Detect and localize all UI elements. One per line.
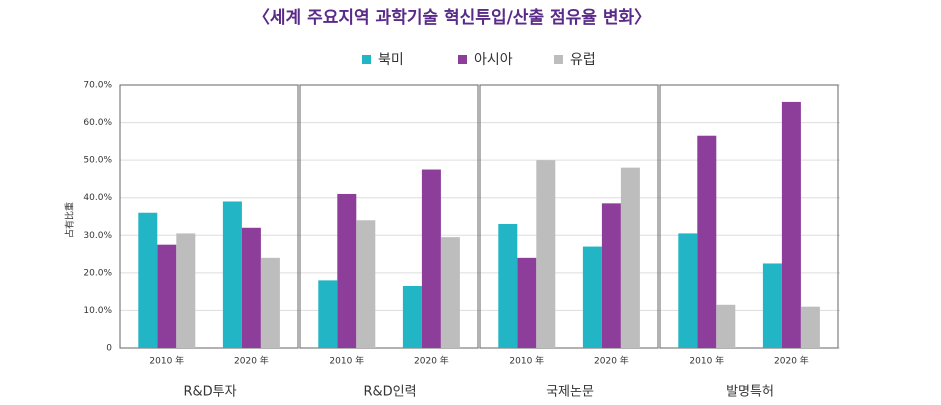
legend-label: 유럽 [570, 52, 596, 68]
bar [241, 227, 261, 348]
panel-frame [479, 84, 659, 349]
bar [800, 306, 820, 348]
y-tick-label: 70.0% [83, 81, 112, 91]
panel-frame [659, 84, 839, 349]
panel-title: R&D인력 [363, 385, 416, 400]
bar [157, 244, 177, 348]
y-tick-label: 30.0% [83, 231, 112, 241]
bar [601, 203, 621, 348]
legend-swatch [554, 55, 563, 64]
x-tick-label: 2020 年 [594, 355, 629, 367]
bar [138, 212, 158, 348]
bar [260, 257, 280, 348]
legend-swatch [362, 55, 371, 64]
x-tick-label: 2010 年 [329, 355, 364, 367]
legend-swatch [458, 55, 467, 64]
y-tick-label: 20.0% [83, 268, 112, 278]
bar [222, 201, 242, 348]
bar [697, 135, 717, 348]
bar [762, 263, 782, 348]
bar [582, 246, 602, 348]
bar [440, 237, 460, 348]
bar [337, 193, 357, 348]
y-tick-label: 10.0% [83, 306, 112, 316]
bar [498, 224, 518, 348]
y-tick-label: 0 [106, 344, 112, 354]
x-tick-label: 2020 年 [774, 355, 809, 367]
bar [421, 169, 441, 348]
bar [781, 101, 801, 349]
x-tick-label: 2020 年 [234, 355, 269, 367]
panel-title: 발명특허 [726, 385, 774, 400]
y-tick-label: 60.0% [83, 118, 112, 128]
bar [402, 286, 422, 348]
y-axis-label: 占有比重 [64, 202, 76, 238]
x-tick-label: 2020 年 [414, 355, 449, 367]
bar [356, 220, 376, 348]
bar [318, 280, 338, 348]
legend-label: 아시아 [474, 52, 513, 68]
x-tick-label: 2010 年 [689, 355, 724, 367]
bar [716, 304, 736, 348]
y-tick-label: 40.0% [83, 193, 112, 203]
bar [176, 233, 196, 348]
bar [678, 233, 698, 348]
panel-frame [299, 84, 479, 349]
chart-title: 〈세계 주요지역 과학기술 혁신투입/산출 점유율 변화〉 [253, 7, 651, 28]
bar [536, 160, 556, 348]
panel-title: 국제논문 [546, 385, 594, 400]
x-tick-label: 2010 年 [149, 355, 184, 367]
panel-frame [119, 84, 299, 349]
x-tick-label: 2010 年 [509, 355, 544, 367]
y-tick-label: 50.0% [83, 156, 112, 166]
bar [517, 257, 537, 348]
bar [620, 167, 640, 348]
panel-title: R&D투자 [183, 385, 236, 400]
legend-label: 북미 [378, 52, 404, 68]
